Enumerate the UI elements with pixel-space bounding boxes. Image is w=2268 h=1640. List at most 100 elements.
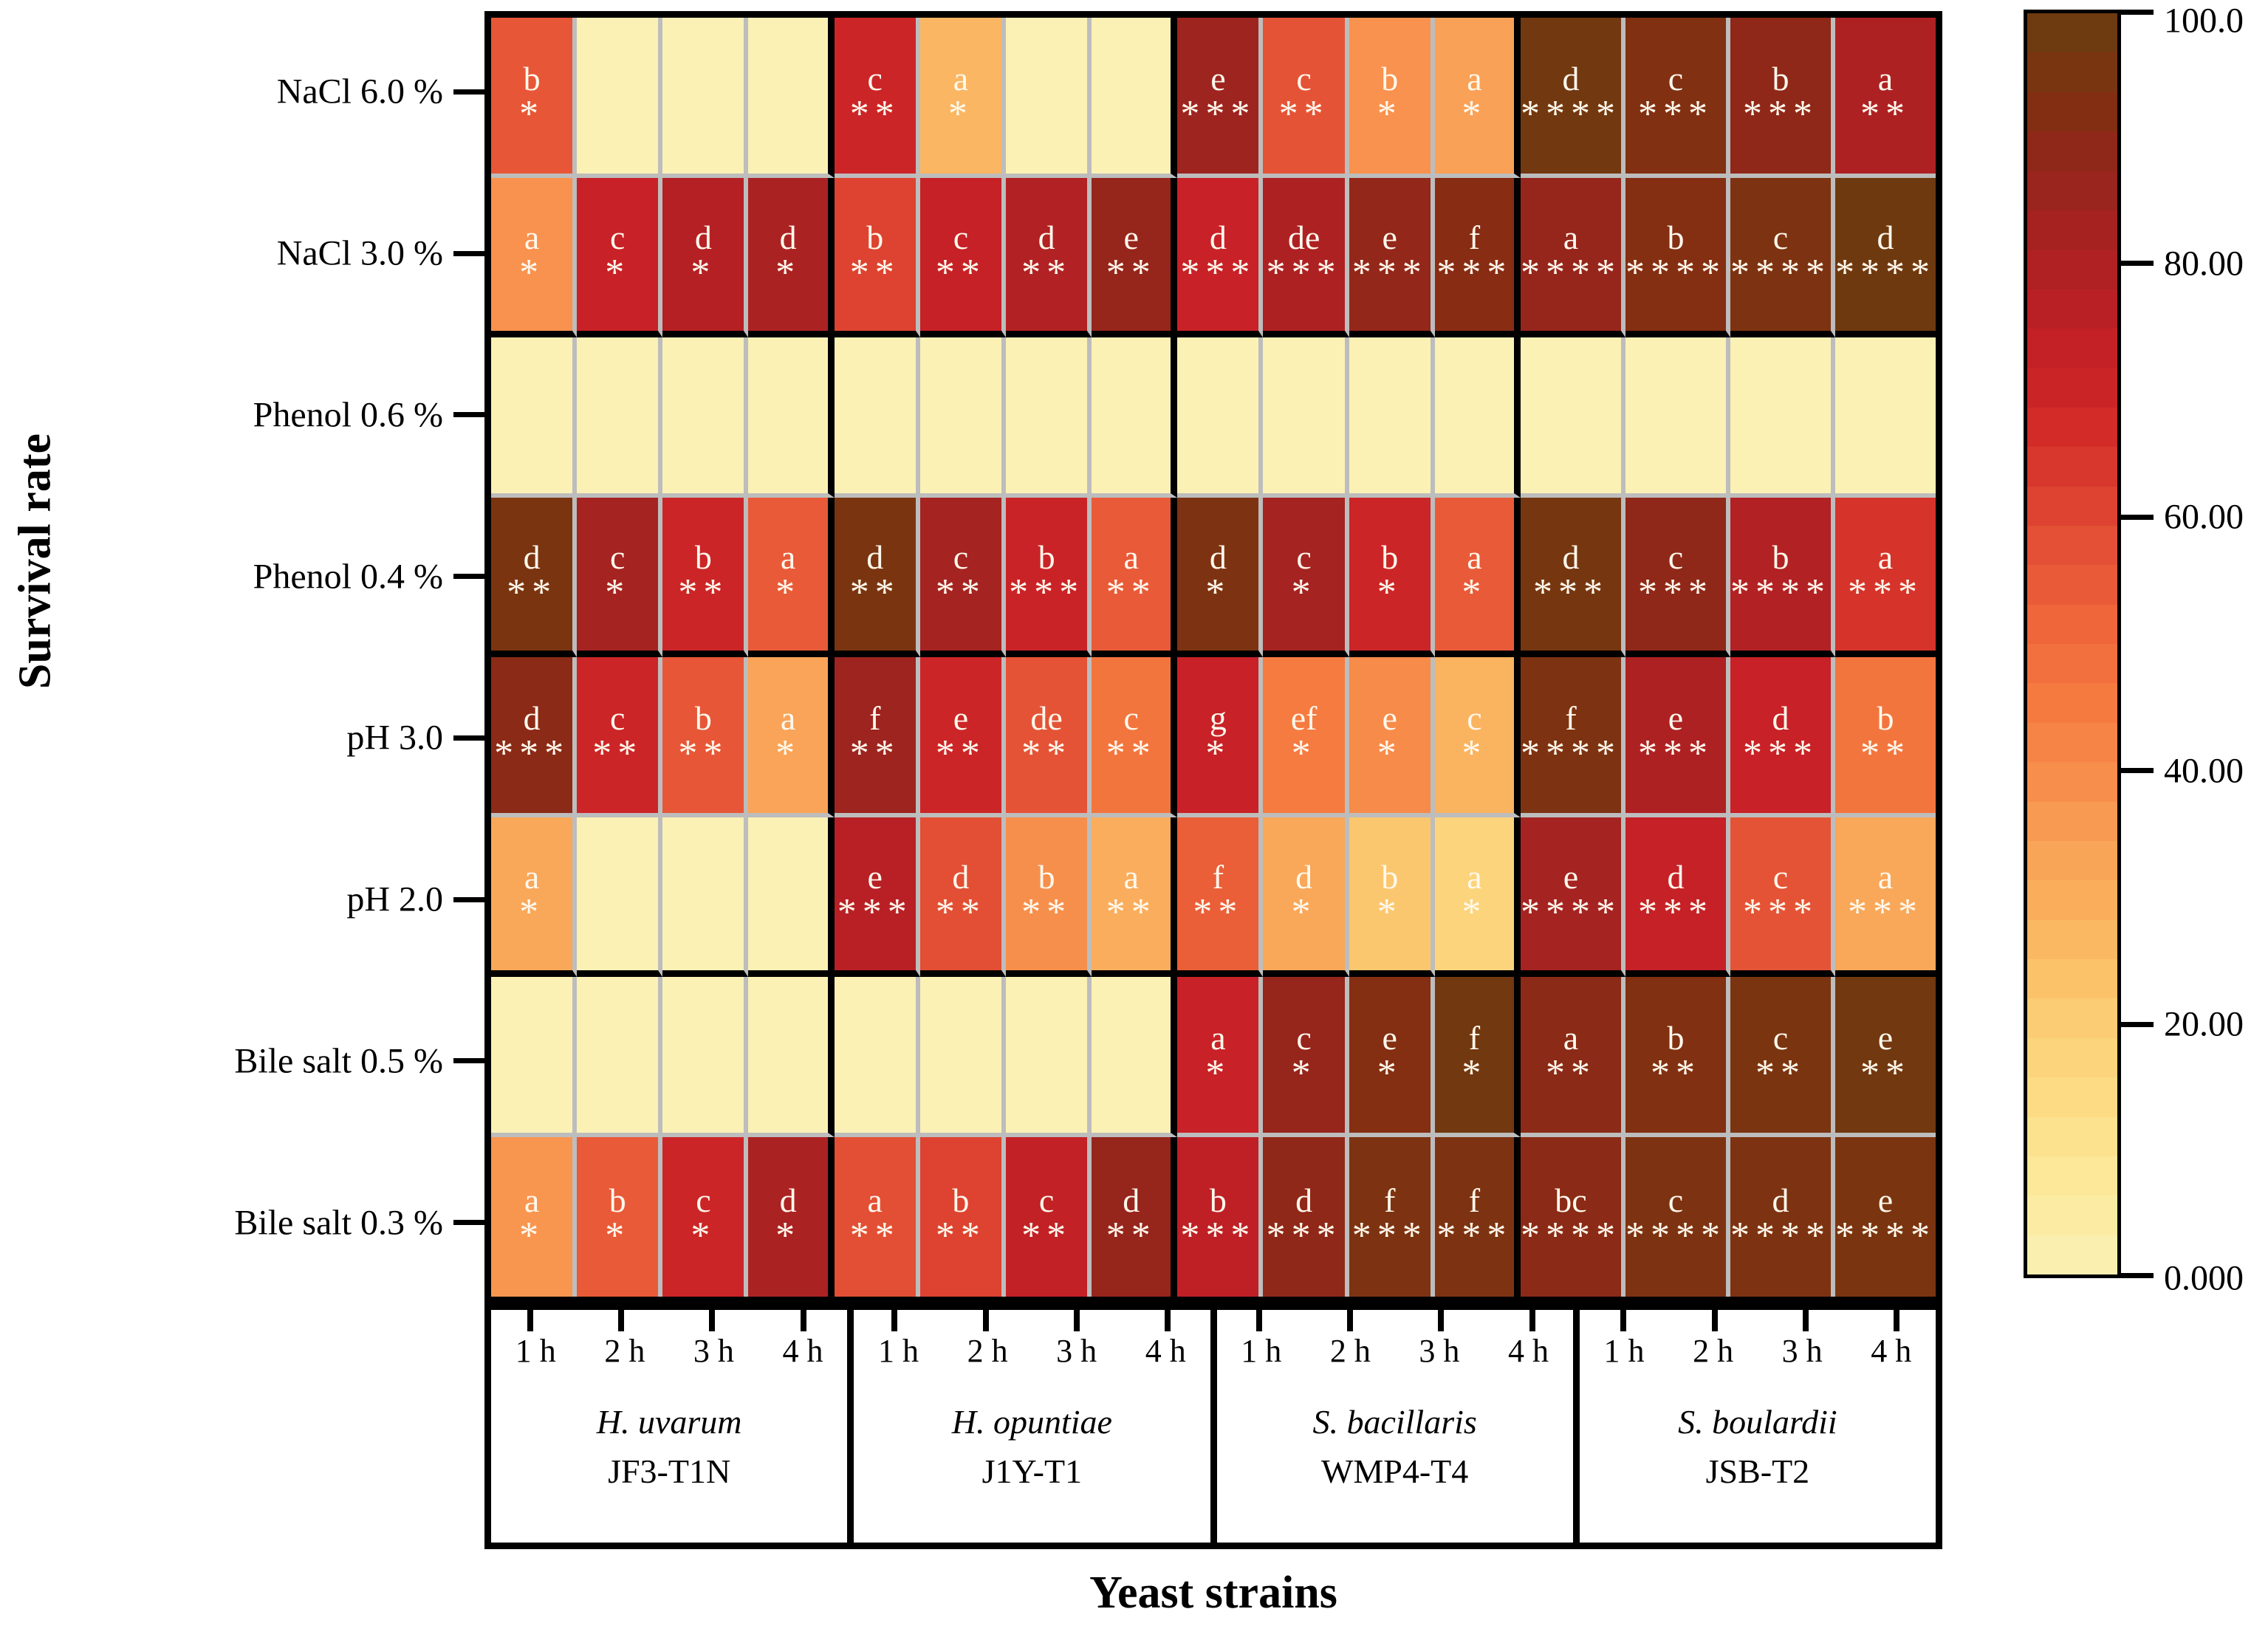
y-axis-tick bbox=[453, 1220, 484, 1226]
cell-significance: * bbox=[519, 1214, 545, 1257]
x-axis-tick bbox=[1894, 1303, 1900, 1331]
heatmap-cell: c **** bbox=[1730, 177, 1835, 337]
cell-significance: ** bbox=[1755, 1052, 1806, 1095]
heatmap-cell: e ** bbox=[919, 657, 1006, 817]
cell-significance: ** bbox=[1106, 1214, 1157, 1257]
cell-letter: c bbox=[1296, 1019, 1312, 1057]
x-axis-tick bbox=[982, 1303, 989, 1331]
cell-letter: d bbox=[523, 538, 541, 577]
colorbar-band bbox=[2027, 722, 2117, 763]
heatmap-cell bbox=[1177, 337, 1264, 498]
cell-significance: * bbox=[605, 572, 631, 614]
cell-significance: * bbox=[1377, 732, 1402, 775]
heatmap-cell bbox=[1005, 18, 1092, 178]
cell-letter: a bbox=[1877, 60, 1894, 98]
heatmap-cell: a * bbox=[1177, 977, 1264, 1137]
cell-significance: ** bbox=[1106, 732, 1157, 775]
row-label-condition: Bile salt 0.5 % bbox=[234, 1041, 443, 1081]
heatmap-cell: e *** bbox=[1625, 657, 1730, 817]
time-label: 1 h bbox=[878, 1333, 919, 1369]
heatmap-cell bbox=[577, 337, 663, 498]
cell-significance: *** bbox=[1637, 732, 1713, 775]
heatmap-cell bbox=[748, 817, 835, 977]
time-label-row: 1 h 2 h 3 h 4 h bbox=[491, 1332, 847, 1370]
heatmap-cell: a * bbox=[1434, 497, 1521, 657]
heatmap-cell bbox=[1349, 337, 1435, 498]
colorbar-band bbox=[2027, 13, 2117, 53]
cell-letter: ef bbox=[1290, 699, 1318, 738]
heatmap-cell bbox=[1092, 977, 1178, 1137]
x-axis-tick bbox=[618, 1303, 625, 1331]
time-label-row: 1 h 2 h 3 h 4 h bbox=[1217, 1332, 1573, 1370]
cell-letter: d bbox=[1209, 538, 1227, 577]
cell-letter: e bbox=[1210, 60, 1226, 98]
y-axis-tick bbox=[453, 1058, 484, 1064]
cell-significance: *** bbox=[1009, 572, 1085, 614]
cell-letter: e bbox=[1563, 858, 1579, 896]
x-axis-title: Yeast strains bbox=[1089, 1568, 1337, 1618]
cell-letter: f bbox=[1565, 699, 1577, 738]
cell-letter: b bbox=[866, 219, 884, 257]
cell-significance: * bbox=[519, 93, 545, 136]
cell-significance: ** bbox=[1193, 891, 1244, 934]
cell-significance: * bbox=[519, 252, 545, 295]
heatmap-cell: d * bbox=[1177, 497, 1264, 657]
cell-letter: f bbox=[1468, 219, 1481, 257]
heatmap-cell: d **** bbox=[1520, 18, 1625, 178]
heatmap-cell: a * bbox=[748, 497, 835, 657]
cell-letter: c bbox=[867, 60, 883, 98]
cell-significance: **** bbox=[1730, 1214, 1831, 1257]
cell-significance: ** bbox=[1021, 252, 1072, 295]
cell-significance: ** bbox=[1021, 891, 1072, 934]
cell-significance: ** bbox=[935, 1214, 986, 1257]
heatmap-cell: a ** bbox=[1520, 977, 1625, 1137]
colorbar-band bbox=[2027, 1116, 2117, 1156]
colorbar bbox=[2024, 10, 2121, 1278]
cell-significance: * bbox=[1291, 732, 1317, 775]
cell-significance: ** bbox=[849, 732, 900, 775]
cell-significance: *** bbox=[1436, 252, 1512, 295]
colorbar-tick-label: 20.00 bbox=[2164, 1004, 2244, 1044]
heatmap-cell: d *** bbox=[1730, 657, 1835, 817]
cell-letter: g bbox=[1209, 699, 1227, 738]
cell-significance: * bbox=[1462, 93, 1487, 136]
heatmap-cell: a *** bbox=[1834, 817, 1936, 977]
heatmap-cell: e *** bbox=[1177, 18, 1264, 178]
cell-significance: *** bbox=[1742, 93, 1818, 136]
strain-code: JSB-T2 bbox=[1705, 1452, 1810, 1490]
y-axis-tick bbox=[453, 250, 484, 256]
heatmap-cell: f *** bbox=[1349, 1136, 1435, 1297]
heatmap-cell: c *** bbox=[1625, 497, 1730, 657]
heatmap-cell: bc **** bbox=[1520, 1136, 1625, 1297]
cell-letter: f bbox=[1468, 1019, 1481, 1057]
cell-significance: * bbox=[1291, 1052, 1317, 1095]
cell-letter: d bbox=[1295, 858, 1313, 896]
heatmap-cell bbox=[491, 337, 578, 498]
cell-letter: c bbox=[1668, 60, 1684, 98]
heatmap-cell: f *** bbox=[1434, 1136, 1521, 1297]
heatmap-cell: c * bbox=[662, 1136, 749, 1297]
cell-significance: *** bbox=[1742, 732, 1818, 775]
cell-letter: e bbox=[1382, 219, 1397, 257]
heatmap-cell bbox=[834, 337, 920, 498]
time-label: 3 h bbox=[1419, 1333, 1460, 1369]
x-axis-tick bbox=[709, 1303, 716, 1331]
cell-letter: a bbox=[1123, 538, 1139, 577]
row-label-condition: pH 3.0 bbox=[346, 718, 443, 758]
heatmap-cell bbox=[748, 18, 835, 178]
heatmap-cell bbox=[1092, 337, 1178, 498]
cell-significance: * bbox=[1462, 732, 1487, 775]
time-label: 2 h bbox=[1693, 1333, 1734, 1369]
heatmap-cell: c ** bbox=[1005, 1136, 1092, 1297]
strain-group: 1 h 2 h 3 h 4 h S. boulardii JSB-T2 bbox=[1580, 1310, 1936, 1543]
heatmap-cell: c ** bbox=[1730, 977, 1835, 1137]
time-label: 4 h bbox=[1145, 1333, 1186, 1369]
heatmap-cell: e ** bbox=[1834, 977, 1936, 1137]
colorbar-tick-label: 80.00 bbox=[2164, 244, 2244, 284]
heatmap-cell bbox=[919, 977, 1006, 1137]
cell-significance: ** bbox=[849, 93, 900, 136]
heatmap-cell bbox=[1434, 337, 1521, 498]
heatmap-cell: d ** bbox=[1092, 1136, 1178, 1297]
heatmap-cell: e **** bbox=[1520, 817, 1625, 977]
